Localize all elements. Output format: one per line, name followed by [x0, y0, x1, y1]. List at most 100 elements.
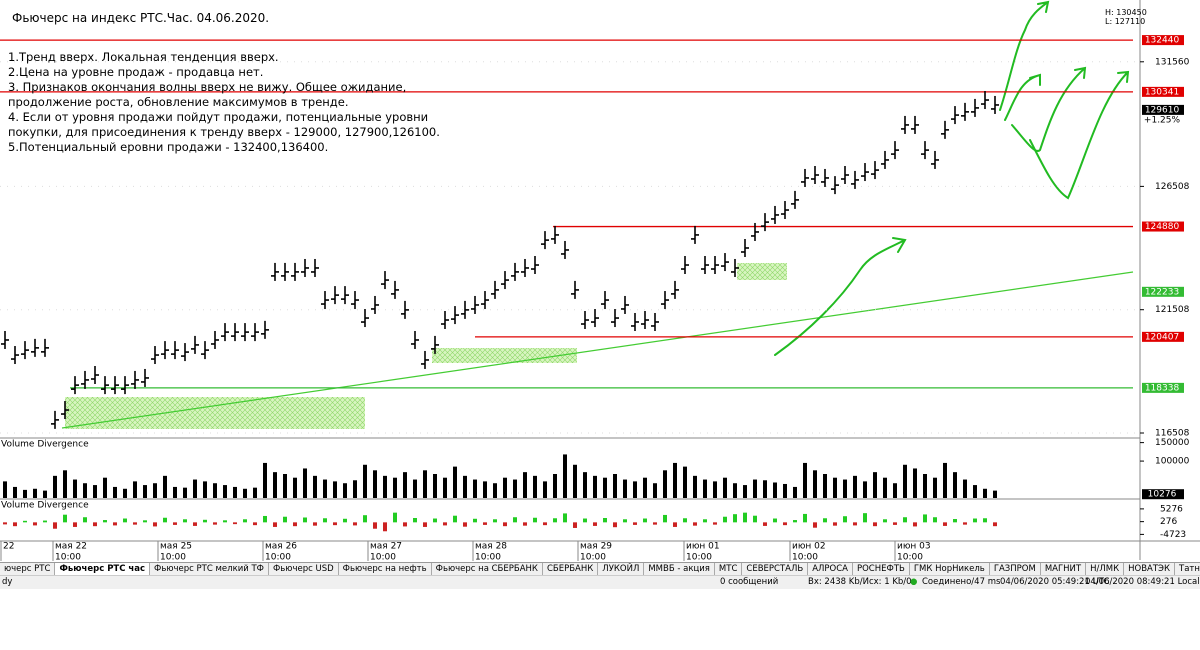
y-tick-label: 100000	[1155, 457, 1190, 467]
divergence-bar	[323, 518, 327, 523]
y-tick-label: 150000	[1155, 438, 1190, 448]
volume-bar	[963, 479, 967, 498]
volume-bar	[333, 481, 337, 498]
tab[interactable]: Фьючерс на СБЕРБАНК	[432, 563, 543, 575]
volume-bar	[943, 462, 947, 498]
divergence-bar	[153, 522, 157, 527]
volume-bar	[903, 464, 907, 498]
divergence-bar	[563, 513, 567, 523]
volume-bar	[913, 468, 917, 498]
price-bar	[811, 165, 819, 184]
tab[interactable]: СБЕРБАНК	[543, 563, 599, 575]
volume-bar	[273, 472, 277, 498]
tab[interactable]: ММВБ - акция	[644, 563, 715, 575]
divergence-bar	[443, 522, 447, 526]
volume-bar	[3, 481, 7, 498]
buy-zone	[432, 348, 577, 363]
volume-bar	[863, 481, 867, 498]
tab[interactable]: ГАЗПРОМ	[990, 563, 1041, 575]
price-bar	[181, 343, 189, 362]
price-bar	[501, 271, 509, 290]
tab[interactable]: НОВАТЭК	[1124, 563, 1175, 575]
volume-bar	[353, 480, 357, 498]
tab[interactable]: Фьючерс на нефть	[339, 563, 432, 575]
tab[interactable]: Фьючерс РТС час	[55, 563, 151, 575]
y-tick-label: 131560	[1155, 57, 1190, 67]
volume-bar	[693, 475, 697, 498]
price-bar	[591, 309, 599, 328]
tab[interactable]: РОСНЕФТЬ	[853, 563, 910, 575]
level-label-bg	[1142, 86, 1184, 97]
volume-bar	[423, 470, 427, 498]
price-bar	[61, 401, 69, 420]
arrow	[999, 0, 1050, 111]
divergence-bar	[743, 512, 747, 523]
level-label: 120407	[1145, 332, 1179, 342]
volume-bar	[483, 481, 487, 498]
level-label: 132440	[1145, 36, 1180, 46]
tab[interactable]: ЛУКОЙЛ	[598, 563, 645, 575]
tab[interactable]: Татнефть пр	[1175, 563, 1200, 575]
date-label: мая 26	[265, 542, 297, 552]
divergence-bar	[503, 522, 507, 527]
panel-title: Volume Divergence	[1, 501, 89, 511]
price-bar	[121, 376, 129, 395]
tab[interactable]: ючерс РТС	[0, 563, 56, 575]
volume-bar	[733, 483, 737, 498]
price-bar	[11, 346, 19, 365]
tab[interactable]: АЛРОСА	[808, 563, 853, 575]
y-tick-label: 276	[1160, 517, 1177, 527]
divergence-bar	[453, 515, 457, 523]
note-line: 4. Если от уровня продажи пойдут продажи…	[8, 110, 429, 124]
price-bar	[601, 291, 609, 310]
tab[interactable]: Н/ЛМК	[1086, 563, 1125, 575]
volume-bar	[313, 475, 317, 498]
volume-bar	[703, 479, 707, 498]
tab[interactable]: Фьючерс РТС мелкий ТФ	[150, 563, 269, 575]
price-bar	[81, 370, 89, 389]
divergence-bar	[653, 522, 657, 525]
tab[interactable]: МТС	[715, 563, 743, 575]
price-bar	[941, 120, 949, 139]
volume-bar	[383, 475, 387, 498]
divergence-bar	[293, 522, 297, 527]
arrow	[774, 237, 907, 356]
time-label: 10:00	[580, 553, 606, 563]
tab[interactable]: ГМК НорНикель	[910, 563, 990, 575]
divergence-bar	[933, 517, 937, 523]
divergence-bar	[193, 522, 197, 526]
divergence-bar	[633, 522, 637, 525]
divergence-bar	[863, 513, 867, 523]
divergence-bar	[33, 522, 37, 526]
volume-bar	[223, 485, 227, 498]
volume-bar	[653, 483, 657, 498]
volume-bar	[23, 489, 27, 498]
divergence-bar	[403, 522, 407, 527]
arrow	[1011, 66, 1087, 152]
tab[interactable]: Фьючерс USD	[269, 563, 339, 575]
volume-bar	[53, 475, 57, 498]
price-bar	[481, 291, 489, 310]
tab[interactable]: СЕВЕРСТАЛЬ	[742, 563, 809, 575]
level-label: 118338	[1145, 383, 1180, 393]
divergence-bar	[823, 518, 827, 523]
tab[interactable]: МАГНИТ	[1041, 563, 1087, 575]
status-left: dy	[2, 577, 13, 587]
volume-bar	[33, 488, 37, 498]
divergence-bar	[303, 517, 307, 523]
volume-bar	[723, 477, 727, 498]
divergence-bar	[413, 518, 417, 523]
price-bar	[141, 368, 149, 387]
price-bar	[71, 376, 79, 395]
hand-arrows	[774, 0, 1130, 356]
connection-dot: ●	[910, 577, 918, 587]
price-bar	[161, 341, 169, 360]
volume-bar	[513, 479, 517, 498]
volume-bar	[393, 477, 397, 498]
volume-bar	[603, 477, 607, 498]
divergence-bar	[523, 522, 527, 526]
volume-bar	[133, 481, 137, 498]
volume-bar	[613, 474, 617, 498]
price-bar	[911, 115, 919, 134]
volume-bar	[73, 479, 77, 498]
